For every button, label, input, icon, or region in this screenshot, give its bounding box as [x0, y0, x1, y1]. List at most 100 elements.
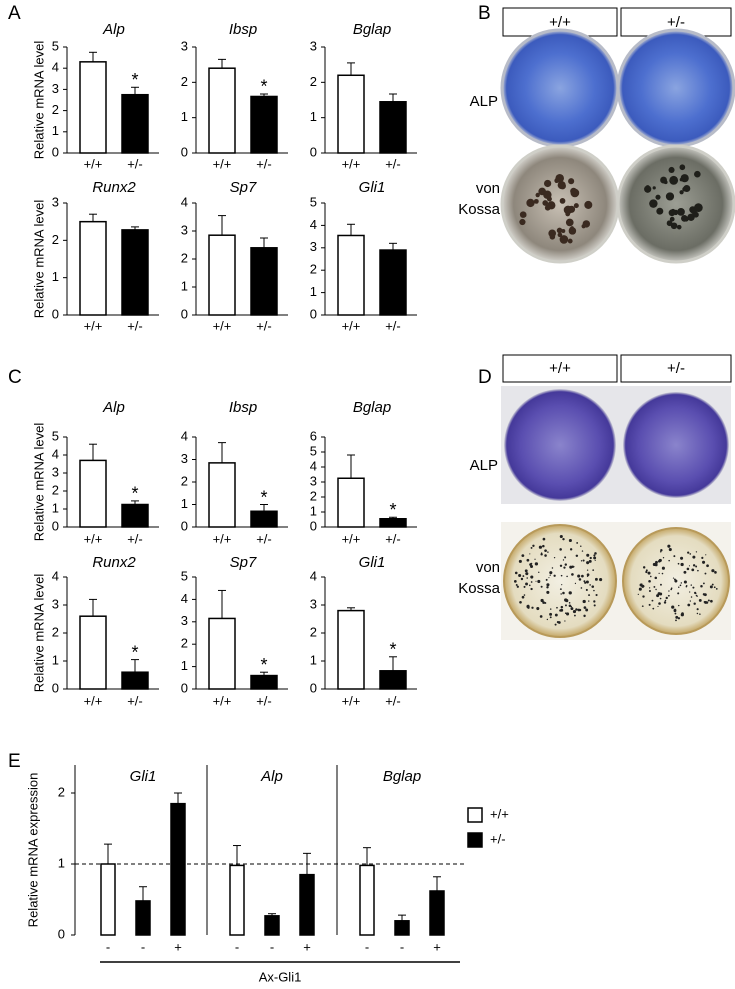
stain-spot: [679, 178, 683, 182]
group-title: Gli1: [130, 768, 157, 785]
stain-spot: [546, 586, 549, 589]
panel-label: E: [8, 751, 21, 772]
bar: [121, 503, 149, 528]
stain-spot: [584, 581, 587, 584]
bar: [250, 510, 278, 528]
stain-spot: [581, 574, 584, 578]
stain-spot: [568, 178, 575, 185]
stain-spot: [692, 586, 695, 589]
stain-spot: [523, 594, 526, 596]
stain-spot: [695, 592, 697, 595]
stain-spot: [562, 591, 565, 595]
stain-spot: [571, 565, 575, 569]
stain-spot: [687, 213, 695, 221]
stain-spot: [702, 560, 706, 564]
stain-spot: [566, 575, 568, 578]
stain-spot: [570, 605, 572, 608]
stain-spot: [659, 592, 663, 596]
stain-spot: [648, 587, 651, 589]
stain-spot: [680, 582, 683, 584]
stain-spot: [662, 557, 665, 559]
stain-spot: [698, 599, 702, 602]
stain-spot: [668, 166, 675, 173]
stain-spot: [678, 604, 680, 607]
stain-spot: [546, 583, 550, 587]
stain-spot: [549, 608, 552, 610]
bar: [79, 615, 107, 690]
chart-title: Ibsp: [229, 399, 257, 416]
x-tick-label: +: [433, 939, 441, 954]
stain-spot: [546, 590, 550, 594]
y-tick-label: 3: [310, 239, 317, 254]
stain-spot: [559, 182, 566, 190]
stain-spot: [559, 564, 563, 567]
stain-spot: [661, 566, 665, 570]
bar: [299, 873, 315, 936]
stain-spot: [553, 557, 556, 559]
bar: [379, 670, 407, 690]
stain-spot: [580, 545, 582, 548]
stain-spot: [697, 569, 699, 572]
bar: [79, 220, 107, 316]
stain-spot: [690, 584, 692, 586]
y-tick-label: 0: [58, 926, 65, 941]
y-tick-label: 4: [181, 194, 188, 209]
stain-spot: [535, 192, 540, 198]
y-tick-label: 3: [52, 596, 59, 611]
bar: [135, 900, 151, 936]
x-tick-label: +/-: [127, 531, 143, 546]
stain-spot: [689, 553, 692, 555]
bar: [208, 234, 236, 316]
stain-spot: [641, 605, 644, 608]
stain-spot: [564, 604, 567, 607]
stain-spot: [678, 586, 680, 588]
chart-title: Runx2: [92, 179, 136, 196]
stain-spot: [568, 538, 572, 543]
stain-spot: [585, 588, 588, 591]
stain-spot: [674, 612, 677, 615]
panel-label: A: [8, 3, 21, 24]
stain-spot: [582, 220, 591, 228]
stain-spot: [568, 602, 571, 604]
bar: [121, 229, 149, 316]
stain-spot: [683, 580, 687, 584]
stain-spot: [525, 582, 528, 586]
y-tick-label: 0: [52, 144, 59, 159]
stain-spot: [594, 577, 598, 581]
legend-label: +/-: [490, 831, 506, 846]
y-tick-label: 3: [310, 596, 317, 611]
stain-spot: [686, 567, 690, 571]
stain-spot: [530, 581, 533, 583]
stain-spot: [679, 164, 686, 171]
y-tick-label: 4: [52, 568, 59, 583]
chart-title: Bglap: [353, 399, 391, 416]
y-tick-label: 2: [52, 102, 59, 117]
stain-spot: [703, 601, 706, 603]
stain-spot: [700, 585, 703, 588]
bar: [250, 247, 278, 316]
stain-spot: [521, 554, 525, 558]
significance-mark: *: [131, 642, 138, 662]
bar: [337, 74, 365, 154]
x-tick-label: +/-: [385, 156, 401, 171]
stain-spot: [519, 600, 522, 604]
y-tick-label: 4: [52, 60, 59, 75]
y-tick-label: 1: [310, 503, 317, 518]
stain-spot: [658, 559, 661, 563]
y-tick-label: 2: [181, 250, 188, 265]
stain-spot: [671, 605, 675, 609]
stain-spot: [546, 618, 549, 621]
x-tick-label: +/-: [256, 318, 272, 333]
y-tick-label: 4: [181, 428, 188, 443]
stain-spot: [538, 545, 543, 549]
y-axis-label: Relative mRNA level: [31, 41, 46, 160]
stain-spot: [675, 615, 679, 619]
bar: [429, 890, 445, 936]
stain-spot: [692, 555, 696, 559]
x-tick-label: +/+: [342, 531, 361, 546]
y-tick-label: 5: [52, 428, 59, 443]
stain-spot: [640, 583, 643, 586]
dish-photo: [616, 28, 735, 148]
x-tick-label: +/-: [127, 693, 143, 708]
y-tick-label: 5: [310, 443, 317, 458]
